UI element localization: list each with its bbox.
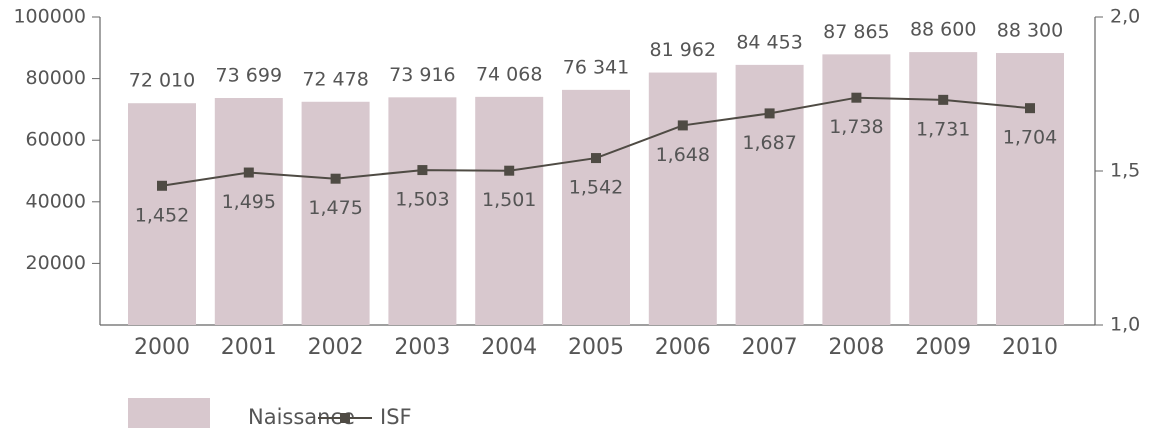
x-tick-label: 2004 <box>481 335 537 360</box>
line-marker <box>417 165 428 176</box>
line-value-label: 1,501 <box>482 189 536 211</box>
x-tick-label: 2005 <box>568 335 624 360</box>
line-marker <box>591 153 601 164</box>
line-marker <box>1025 103 1035 114</box>
bar-value-label: 72 478 <box>302 68 368 90</box>
bar-value-label: 73 699 <box>216 65 282 87</box>
legend-marker <box>340 413 350 423</box>
bar-value-label: 87 865 <box>823 21 889 43</box>
bar <box>475 96 544 325</box>
y2-tick-label: 1,0 <box>1110 314 1140 336</box>
x-tick-label: 2010 <box>1002 335 1058 360</box>
x-tick-label: 2003 <box>394 335 450 360</box>
bar-value-label: 88 600 <box>910 19 976 41</box>
x-tick-label: 2001 <box>221 335 277 360</box>
line-value-label: 1,704 <box>1003 127 1057 149</box>
legend-label: ISF <box>380 405 412 429</box>
line-marker <box>764 108 775 119</box>
line-value-label: 1,542 <box>569 177 623 199</box>
y-tick-label: 40000 <box>26 190 86 212</box>
y-tick-label: 100000 <box>13 6 86 28</box>
bar-value-label: 81 962 <box>650 39 716 61</box>
line-value-label: 1,495 <box>222 191 276 213</box>
line-value-label: 1,648 <box>656 144 710 166</box>
y2-tick-label: 1,5 <box>1110 160 1140 182</box>
bar <box>562 89 630 325</box>
bar-value-label: 76 341 <box>563 56 629 78</box>
y-tick-label: 20000 <box>26 252 86 274</box>
line-marker <box>330 173 341 184</box>
x-tick-label: 2000 <box>134 335 190 360</box>
bar <box>996 53 1064 325</box>
line-value-label: 1,452 <box>135 204 189 226</box>
bar-value-label: 88 300 <box>997 20 1063 42</box>
bar <box>648 72 717 325</box>
bar <box>128 103 196 325</box>
line-value-label: 1,687 <box>742 132 796 154</box>
line-marker <box>938 94 949 105</box>
bar-value-label: 72 010 <box>129 70 195 92</box>
bar-value-label: 74 068 <box>476 63 542 85</box>
x-tick-label: 2007 <box>742 335 798 360</box>
line-marker <box>504 165 515 176</box>
legend-swatch <box>128 398 210 428</box>
bar <box>301 101 370 325</box>
x-tick-label: 2002 <box>308 335 364 360</box>
line-value-label: 1,503 <box>395 189 449 211</box>
bar <box>388 97 457 326</box>
x-tick-label: 2009 <box>915 335 971 360</box>
x-tick-label: 2006 <box>655 335 711 360</box>
y-tick-label: 60000 <box>26 129 86 151</box>
line-marker <box>157 180 167 191</box>
line-marker <box>677 120 688 131</box>
line-value-label: 1,475 <box>308 197 362 219</box>
x-tick-label: 2008 <box>828 335 884 360</box>
y-tick-label: 80000 <box>26 67 86 89</box>
bar-value-label: 73 916 <box>389 64 455 86</box>
bar <box>214 98 283 325</box>
line-value-label: 1,731 <box>916 118 970 140</box>
bar <box>909 52 978 325</box>
line-marker <box>851 92 862 103</box>
bar <box>735 64 804 325</box>
bar-value-label: 84 453 <box>736 31 802 53</box>
line-marker <box>243 167 254 178</box>
y2-tick-label: 2,0 <box>1110 6 1140 28</box>
line-value-label: 1,738 <box>829 116 883 138</box>
